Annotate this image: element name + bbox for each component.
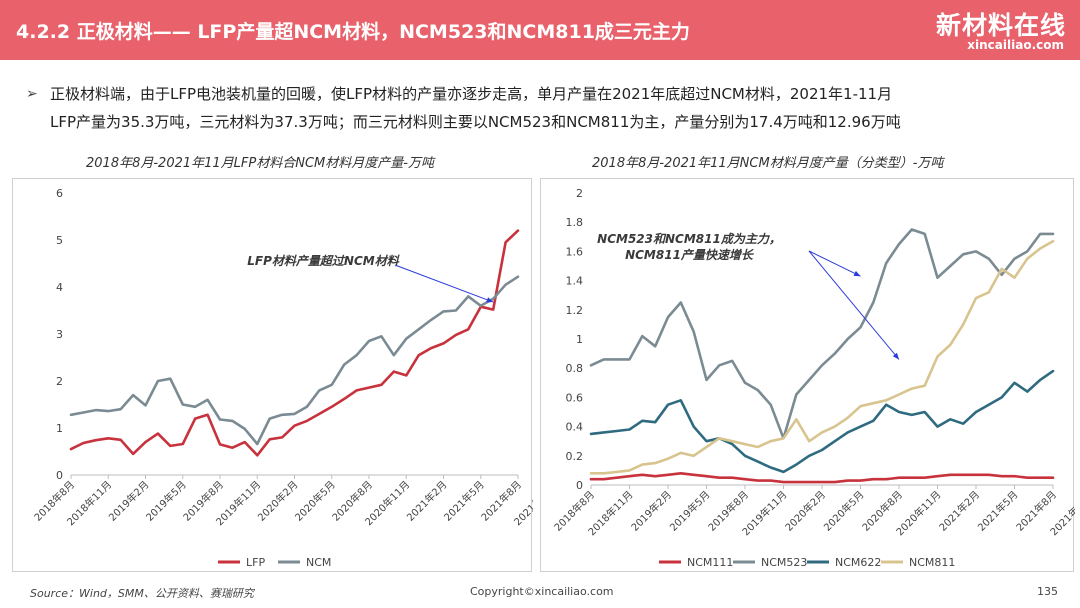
y-tick-label: 1.2 <box>566 304 584 317</box>
logo-text: 新材料在线 <box>935 11 1066 40</box>
x-tick-label: 2021年5月 <box>975 488 1021 534</box>
left-chart-panel: 0 1 2 3 4 5 6 2018年8月 2018年11月 2019年2月 2019年5月 2019… <box>12 178 533 572</box>
x-tick-label: 2020年5月 <box>821 488 867 534</box>
series-line-lfp <box>69 229 520 457</box>
y-tick-label: 0 <box>576 479 583 492</box>
series-line-ncm811 <box>589 239 1055 475</box>
right-chart-panel: 0 0.2 0.4 0.6 0.8 1 1.2 1.4 1.6 1.8 2 2018年8月 2018年1… <box>540 178 1075 572</box>
legend-label: NCM622 <box>835 556 881 569</box>
annotation-arrow-line <box>394 264 494 303</box>
annotation-arrowhead <box>486 297 494 303</box>
y-tick-label: 2 <box>56 375 63 388</box>
legend-label: NCM111 <box>687 556 733 569</box>
series-line-ncm <box>69 275 520 446</box>
annotation-arrow-line <box>808 250 861 277</box>
annotation-text: NCM811产量快速增长 <box>625 248 754 262</box>
x-tick-label: 2021年2月 <box>936 488 982 534</box>
y-tick-label: 0.6 <box>566 391 584 404</box>
y-tick-label: 1 <box>56 422 63 435</box>
ncm-type-line-chart: 00.20.40.60.811.21.41.61.822018年8月2018年1… <box>551 187 1075 569</box>
series-line-ncm622 <box>589 369 1055 474</box>
legend-label: NCM811 <box>909 556 955 569</box>
y-tick-label: 2 <box>576 187 583 200</box>
series-line-ncm523 <box>589 228 1055 440</box>
x-tick-label: 2020年2月 <box>782 488 828 534</box>
left-chart-title: 2018年8月-2021年11月LFP材料合NCM材料月度产量-万吨 <box>86 156 434 171</box>
y-tick-label: 0.2 <box>566 450 584 463</box>
series-line-ncm111 <box>589 471 1055 484</box>
lfp-ncm-line-chart: 01234562018年8月2018年11月2019年2月2019年5月2019… <box>31 187 533 569</box>
logo: 新材料在线 xincailiao.com <box>916 4 1066 58</box>
bullet-line-2: LFP产量为35.3万吨，三元材料为37.3万吨；而三元材料则主要以NCM523… <box>50 113 901 131</box>
logo-domain: xincailiao.com <box>967 38 1064 52</box>
annotation-arrowhead <box>853 270 861 277</box>
copyright-text: Copyright©xincailiao.com <box>470 585 614 598</box>
right-chart-title: 2018年8月-2021年11月NCM材料月度产量（分类型）-万吨 <box>592 156 944 171</box>
y-tick-label: 4 <box>56 281 63 294</box>
annotation-text: NCM523和NCM811成为主力， <box>597 232 781 246</box>
y-tick-label: 6 <box>56 187 63 200</box>
y-tick-label: 0.4 <box>566 421 584 434</box>
y-tick-label: 5 <box>56 234 63 247</box>
bullet-line-1: 正极材料端，由于LFP电池装机量的回暖，使LFP材料的产量亦逐步走高，单月产量在… <box>50 85 893 103</box>
y-tick-label: 1.6 <box>566 245 584 258</box>
page-number: 135 <box>1037 585 1058 598</box>
legend-label: LFP <box>246 556 265 569</box>
y-tick-label: 0.8 <box>566 362 584 375</box>
y-tick-label: 3 <box>56 328 63 341</box>
bullet-arrow-icon: ➢ <box>26 86 38 102</box>
source-note: Source：Wind，SMM、公开资料、赛瑞研究 <box>30 587 254 600</box>
annotation-text: LFP材料产量超过NCM材料 <box>247 254 399 268</box>
x-tick-label: 2019年5月 <box>667 488 713 534</box>
slide-title: 4.2.2 正极材料—— LFP产量超NCM材料，NCM523和NCM811成三… <box>16 21 690 43</box>
legend-label: NCM <box>306 556 331 569</box>
annotation-arrow-line <box>808 250 900 360</box>
header-bar: 4.2.2 正极材料—— LFP产量超NCM材料，NCM523和NCM811成三… <box>0 0 1080 60</box>
y-tick-label: 0 <box>56 469 63 482</box>
y-tick-label: 1.8 <box>566 216 584 229</box>
legend-label: NCM523 <box>761 556 807 569</box>
x-tick-label: 2019年2月 <box>628 488 674 534</box>
annotation-arrowhead <box>892 352 899 360</box>
y-tick-label: 1 <box>576 333 583 346</box>
y-tick-label: 1.4 <box>566 275 584 288</box>
